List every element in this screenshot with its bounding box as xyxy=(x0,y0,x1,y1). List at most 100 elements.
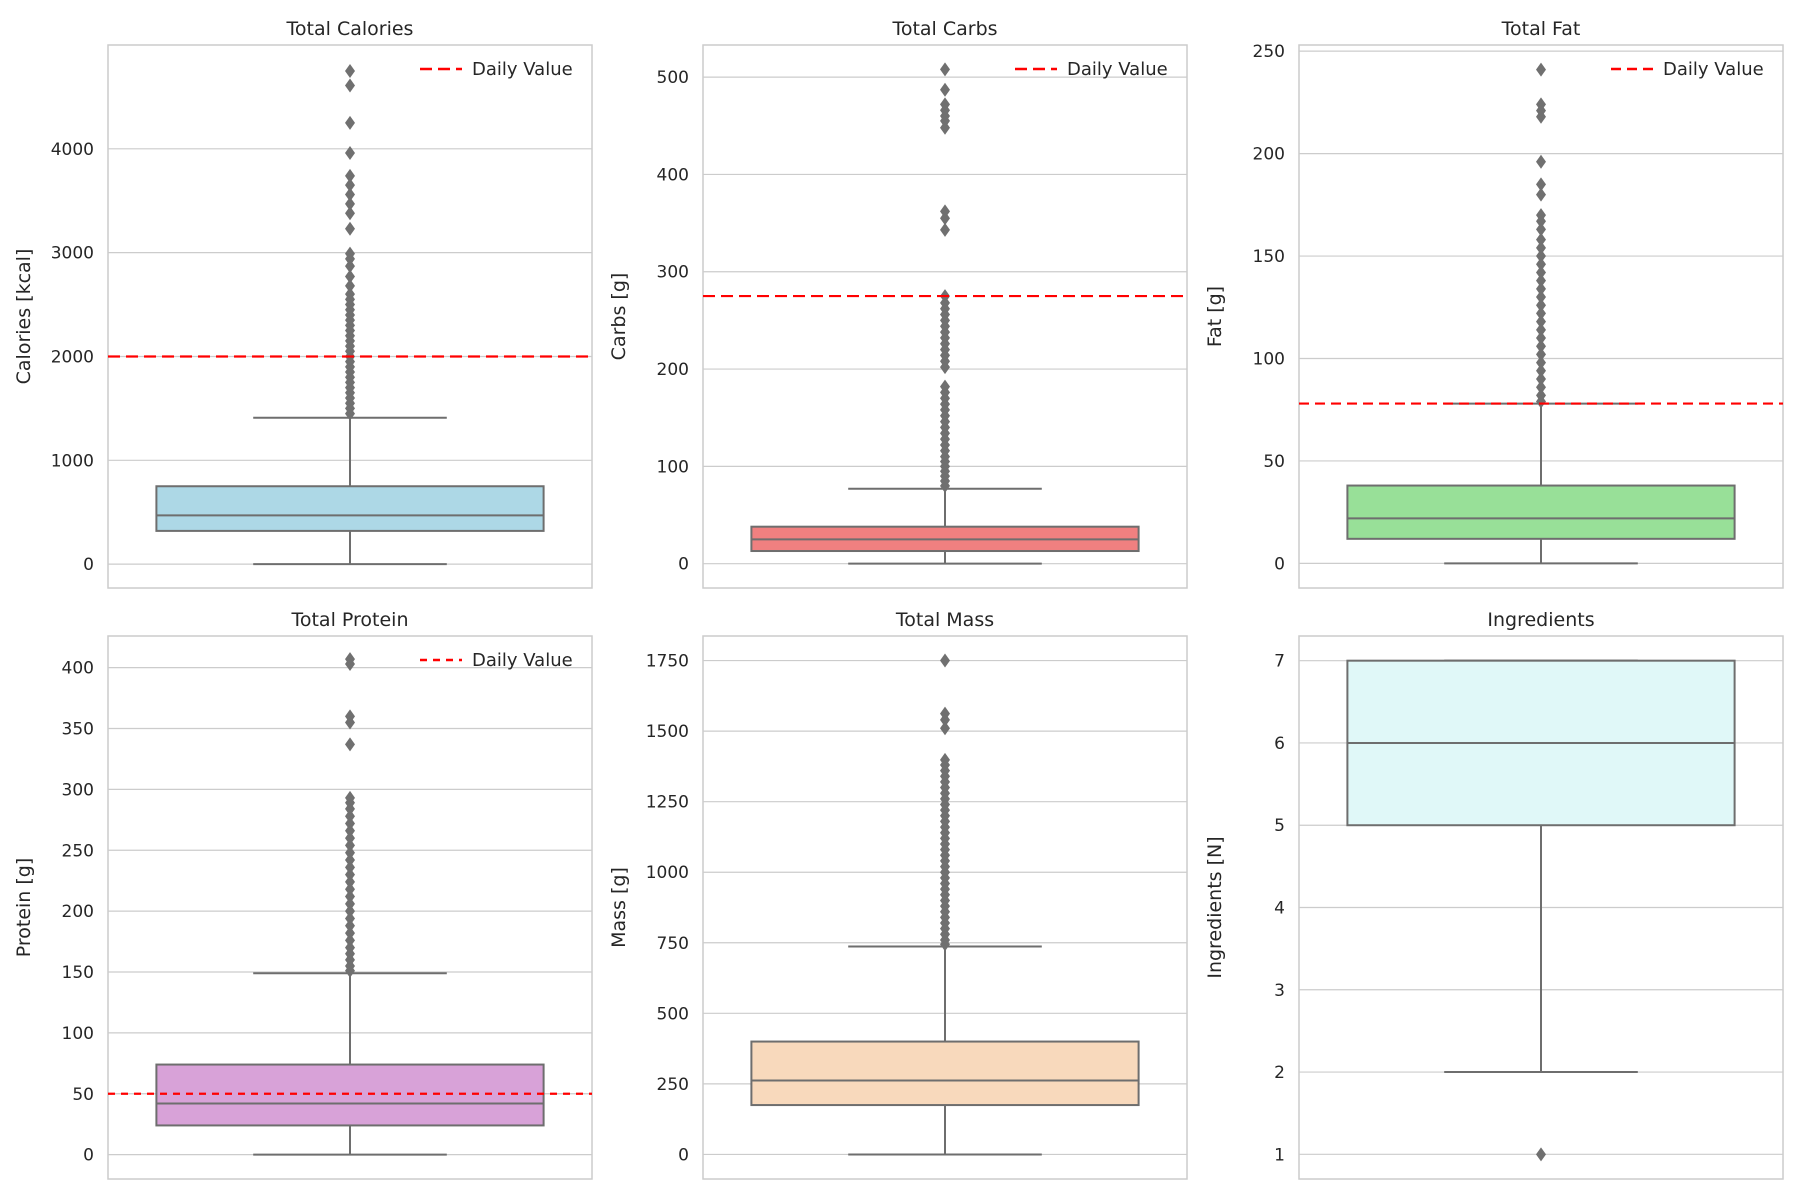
y-axis-label: Carbs [g] xyxy=(608,273,630,361)
y-tick-label: 2000 xyxy=(51,347,94,367)
y-tick-label: 7 xyxy=(1274,652,1285,672)
outlier-point xyxy=(345,115,355,130)
axes-frame xyxy=(1298,635,1784,1180)
outlier-point xyxy=(345,896,355,911)
outlier-point xyxy=(345,259,355,274)
outlier-point xyxy=(1536,306,1546,321)
outlier-point xyxy=(345,918,355,933)
y-tick-label: 1250 xyxy=(646,793,689,813)
y-tick-label: 3000 xyxy=(51,244,94,264)
chart-panel-3: 0 50 100 150 200 250 Total Fat Fat [g] Daily Val… xyxy=(1204,18,1784,589)
outlier-point xyxy=(1536,281,1546,296)
outlier-point xyxy=(940,211,950,226)
y-tick-label: 1000 xyxy=(51,451,94,471)
chart-title: Total Mass xyxy=(895,609,994,631)
y-tick-label: 200 xyxy=(1253,145,1285,165)
y-tick-label: 3 xyxy=(1274,981,1285,1001)
outlier-point xyxy=(345,187,355,202)
y-tick-label: 250 xyxy=(1253,42,1285,62)
y-tick-label: 0 xyxy=(678,1145,689,1165)
outlier-point xyxy=(345,889,355,904)
y-tick-label: 500 xyxy=(657,68,689,88)
y-tick-label: 1750 xyxy=(646,652,689,672)
outlier-point xyxy=(940,653,950,668)
outlier-point xyxy=(1536,1147,1546,1162)
axes-frame xyxy=(107,635,593,1180)
chart-panel-4: 0 50 100 150 200 250 300 350 400 Total Protein Pro… xyxy=(13,609,593,1180)
outlier-point xyxy=(345,145,355,160)
y-tick-label: 100 xyxy=(657,457,689,477)
outlier-point xyxy=(345,845,355,860)
y-tick-label: 0 xyxy=(678,555,689,575)
outlier-point xyxy=(940,62,950,77)
y-tick-label: 6 xyxy=(1274,734,1285,754)
outlier-point xyxy=(940,712,950,727)
y-tick-label: 2 xyxy=(1274,1063,1285,1083)
outlier-point xyxy=(345,278,355,293)
outlier-point xyxy=(345,882,355,897)
outlier-point xyxy=(345,269,355,284)
outlier-point xyxy=(1536,265,1546,280)
y-tick-label: 150 xyxy=(62,963,94,983)
y-tick-label: 1 xyxy=(1274,1145,1285,1165)
y-tick-label: 50 xyxy=(1263,452,1285,472)
outlier-point xyxy=(345,809,355,824)
outlier-point xyxy=(1536,314,1546,329)
outlier-point xyxy=(345,838,355,853)
chart-title: Ingredients xyxy=(1487,609,1594,631)
y-tick-label: 400 xyxy=(62,659,94,679)
outlier-point xyxy=(1536,380,1546,395)
y-tick-label: 250 xyxy=(62,841,94,861)
outlier-point xyxy=(345,853,355,868)
chart-title: Total Carbs xyxy=(891,18,997,40)
outlier-point xyxy=(1536,298,1546,313)
outlier-point xyxy=(940,721,950,736)
outlier-point xyxy=(1536,187,1546,202)
outlier-point xyxy=(345,715,355,730)
outlier-point xyxy=(345,406,355,421)
outlier-point xyxy=(1536,232,1546,247)
outlier-point xyxy=(1536,363,1546,378)
outlier-point xyxy=(940,360,950,375)
outlier-point xyxy=(1536,249,1546,264)
legend-label: Daily Value xyxy=(472,650,573,671)
outlier-point xyxy=(1536,371,1546,386)
legend-label: Daily Value xyxy=(1067,59,1168,80)
outlier-point xyxy=(345,874,355,889)
chart-title: Total Calories xyxy=(286,18,414,40)
y-tick-label: 5 xyxy=(1274,816,1285,836)
axes-frame xyxy=(1298,44,1784,589)
outlier-point xyxy=(1536,290,1546,305)
outlier-point xyxy=(1536,109,1546,124)
outlier-point xyxy=(940,222,950,237)
outlier-point xyxy=(345,196,355,211)
outlier-point xyxy=(940,937,950,952)
legend-label: Daily Value xyxy=(472,59,573,80)
legend-label: Daily Value xyxy=(1663,59,1764,80)
y-tick-label: 150 xyxy=(1253,247,1285,267)
outlier-point xyxy=(345,737,355,752)
outlier-point xyxy=(1536,273,1546,288)
outlier-point xyxy=(345,816,355,831)
outlier-point xyxy=(345,657,355,672)
axes-frame xyxy=(702,44,1188,589)
outlier-point xyxy=(1536,339,1546,354)
axes-frame xyxy=(702,635,1188,1180)
axes-frame xyxy=(107,44,593,589)
y-axis-label: Fat [g] xyxy=(1204,286,1226,347)
y-tick-label: 4000 xyxy=(51,140,94,160)
outlier-point xyxy=(940,120,950,135)
chart-title: Total Protein xyxy=(290,609,408,631)
y-tick-label: 200 xyxy=(62,902,94,922)
y-tick-label: 200 xyxy=(657,360,689,380)
outlier-point xyxy=(1536,394,1546,409)
outlier-point xyxy=(345,867,355,882)
outlier-point xyxy=(345,178,355,193)
y-tick-label: 4 xyxy=(1274,899,1285,919)
outlier-point xyxy=(345,221,355,236)
chart-panel-5: 0 250 500 750 1000 1250 1500 1750 Total Mass Mass… xyxy=(608,609,1188,1180)
y-axis-label: Calories [kcal] xyxy=(13,249,35,385)
y-axis-label: Ingredients [N] xyxy=(1204,836,1226,978)
y-tick-label: 400 xyxy=(657,165,689,185)
